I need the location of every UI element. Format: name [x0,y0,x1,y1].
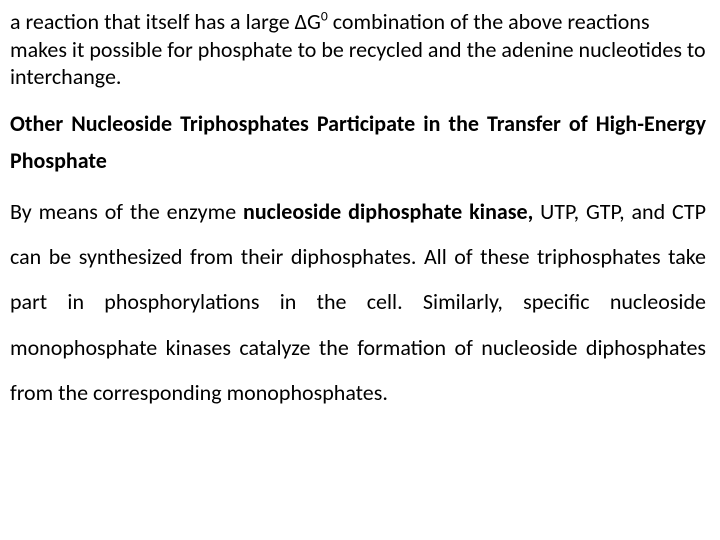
paragraph-intro: a reaction that itself has a large ΔG0 c… [10,8,706,91]
section-heading: Other Nucleoside Triphosphates Participa… [10,105,706,180]
para2-text-1: By means of the enzyme [10,198,243,225]
para1-pre: a reaction that itself has a large ΔG [10,8,321,35]
paragraph-body: By means of the enzyme nucleoside diphos… [10,189,706,414]
para2-bold-term: nucleoside diphosphate kinase, [243,198,533,225]
para1-superscript: 0 [321,8,328,25]
para2-text-2: UTP, GTP, and CTP can be synthesized fro… [10,198,706,405]
page: a reaction that itself has a large ΔG0 c… [0,0,720,423]
